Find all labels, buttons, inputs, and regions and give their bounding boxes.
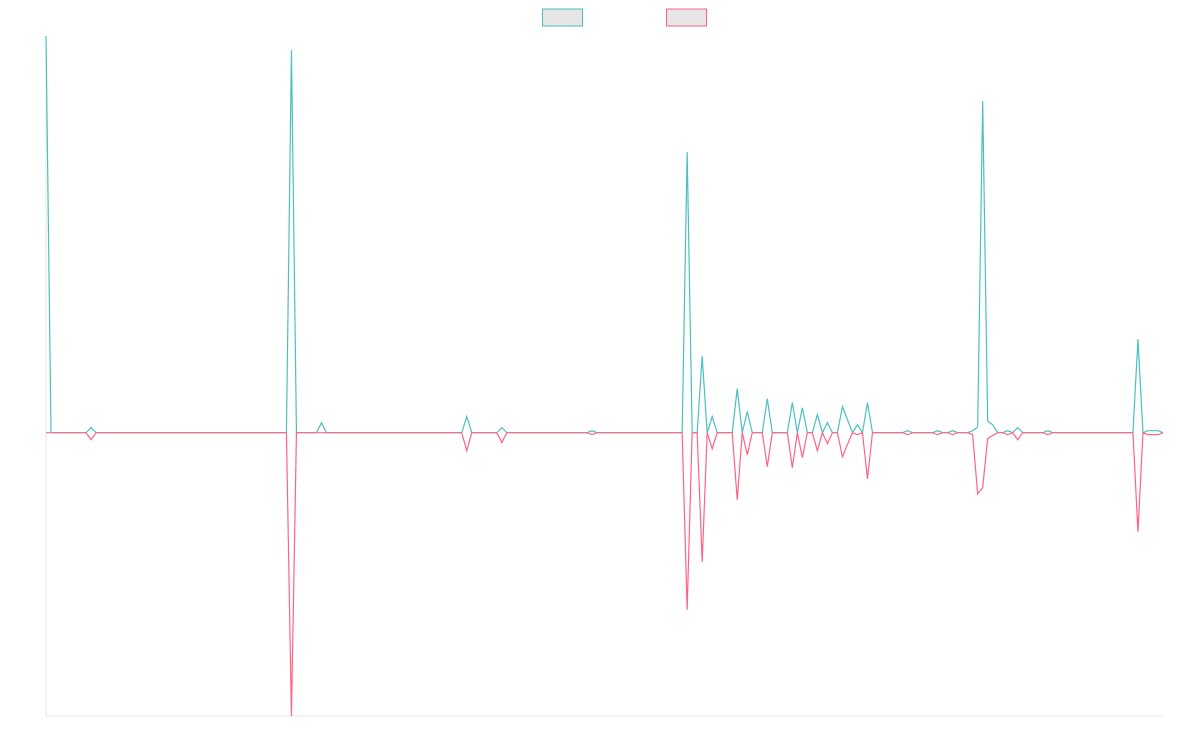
legend-box[interactable]	[542, 8, 583, 27]
legend-box[interactable]	[666, 8, 707, 27]
series-line	[46, 430, 1164, 717]
series-line	[45, 35, 1164, 435]
